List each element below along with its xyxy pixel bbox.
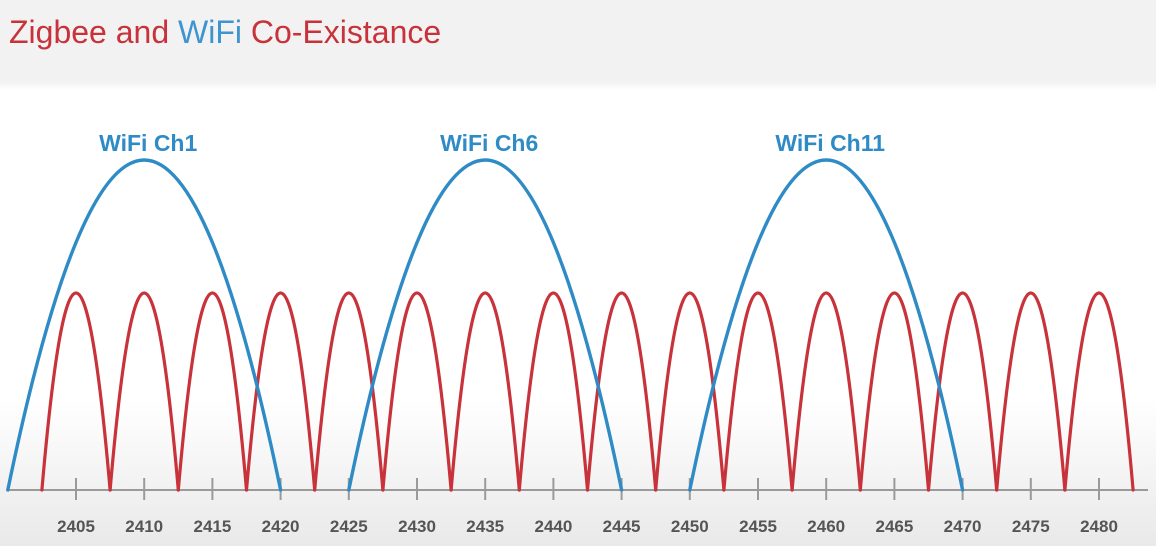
zigbee-channel-curve bbox=[313, 291, 385, 492]
zigbee-channel-curve bbox=[108, 291, 180, 492]
zigbee-channel-curve bbox=[654, 291, 726, 492]
zigbee-channel-curve bbox=[790, 291, 862, 492]
tick-label: 2440 bbox=[534, 517, 572, 536]
tick-label: 2480 bbox=[1080, 517, 1118, 536]
frequency-axis: 2405 2410 2415 2420 2425 2430 2435 2440 2445 2450… bbox=[8, 478, 1148, 536]
wifi-channel-curve bbox=[688, 158, 965, 492]
zigbee-channel-curve bbox=[40, 291, 112, 492]
tick-label: 2420 bbox=[262, 517, 300, 536]
tick-label: 2410 bbox=[125, 517, 163, 536]
wifi-channels bbox=[6, 158, 965, 492]
tick-label: 2415 bbox=[193, 517, 231, 536]
wifi-channel-label: WiFi Ch11 bbox=[775, 130, 885, 156]
zigbee-channel-curve bbox=[585, 291, 658, 492]
tick-label: 2455 bbox=[739, 517, 777, 536]
tick-label: 2465 bbox=[875, 517, 913, 536]
zigbee-channel-curve bbox=[449, 291, 521, 492]
zigbee-channel-curve bbox=[995, 291, 1067, 492]
tick-label: 2470 bbox=[944, 517, 982, 536]
zigbee-channel-curve bbox=[858, 291, 931, 492]
zigbee-channel-curve bbox=[244, 291, 317, 492]
zigbee-channel-curve bbox=[722, 291, 794, 492]
tick-label: 2405 bbox=[57, 517, 95, 536]
title-coexistence-text: Co-Existance bbox=[241, 14, 442, 50]
title-zigbee-text: Zigbee and bbox=[9, 14, 179, 50]
zigbee-channel-curve bbox=[381, 291, 453, 492]
labels: WiFi Ch1 WiFi Ch6 WiFi Ch11 bbox=[99, 130, 885, 156]
zigbee-channel-curve bbox=[176, 291, 249, 492]
tick-label: 2430 bbox=[398, 517, 436, 536]
wifi-channel-curve bbox=[347, 158, 624, 492]
zigbee-channel-curve bbox=[517, 291, 590, 492]
tick-label: 2425 bbox=[330, 517, 368, 536]
tick-label: 2450 bbox=[671, 517, 709, 536]
zigbee-channel-curve bbox=[1063, 291, 1135, 492]
tick-label: 2435 bbox=[466, 517, 504, 536]
zigbee-channel-curve bbox=[926, 291, 999, 492]
tick-label: 2445 bbox=[603, 517, 641, 536]
tick-label: 2475 bbox=[1012, 517, 1050, 536]
tick-label: 2460 bbox=[807, 517, 845, 536]
page-title: Zigbee and WiFi Co-Existance bbox=[9, 14, 441, 51]
wifi-channel-label: WiFi Ch1 bbox=[99, 130, 197, 156]
title-wifi-text: WiFi bbox=[178, 14, 242, 50]
wifi-channel-label: WiFi Ch6 bbox=[440, 130, 538, 156]
wifi-channel-curve bbox=[6, 158, 283, 492]
zigbee-channels bbox=[40, 291, 1135, 492]
